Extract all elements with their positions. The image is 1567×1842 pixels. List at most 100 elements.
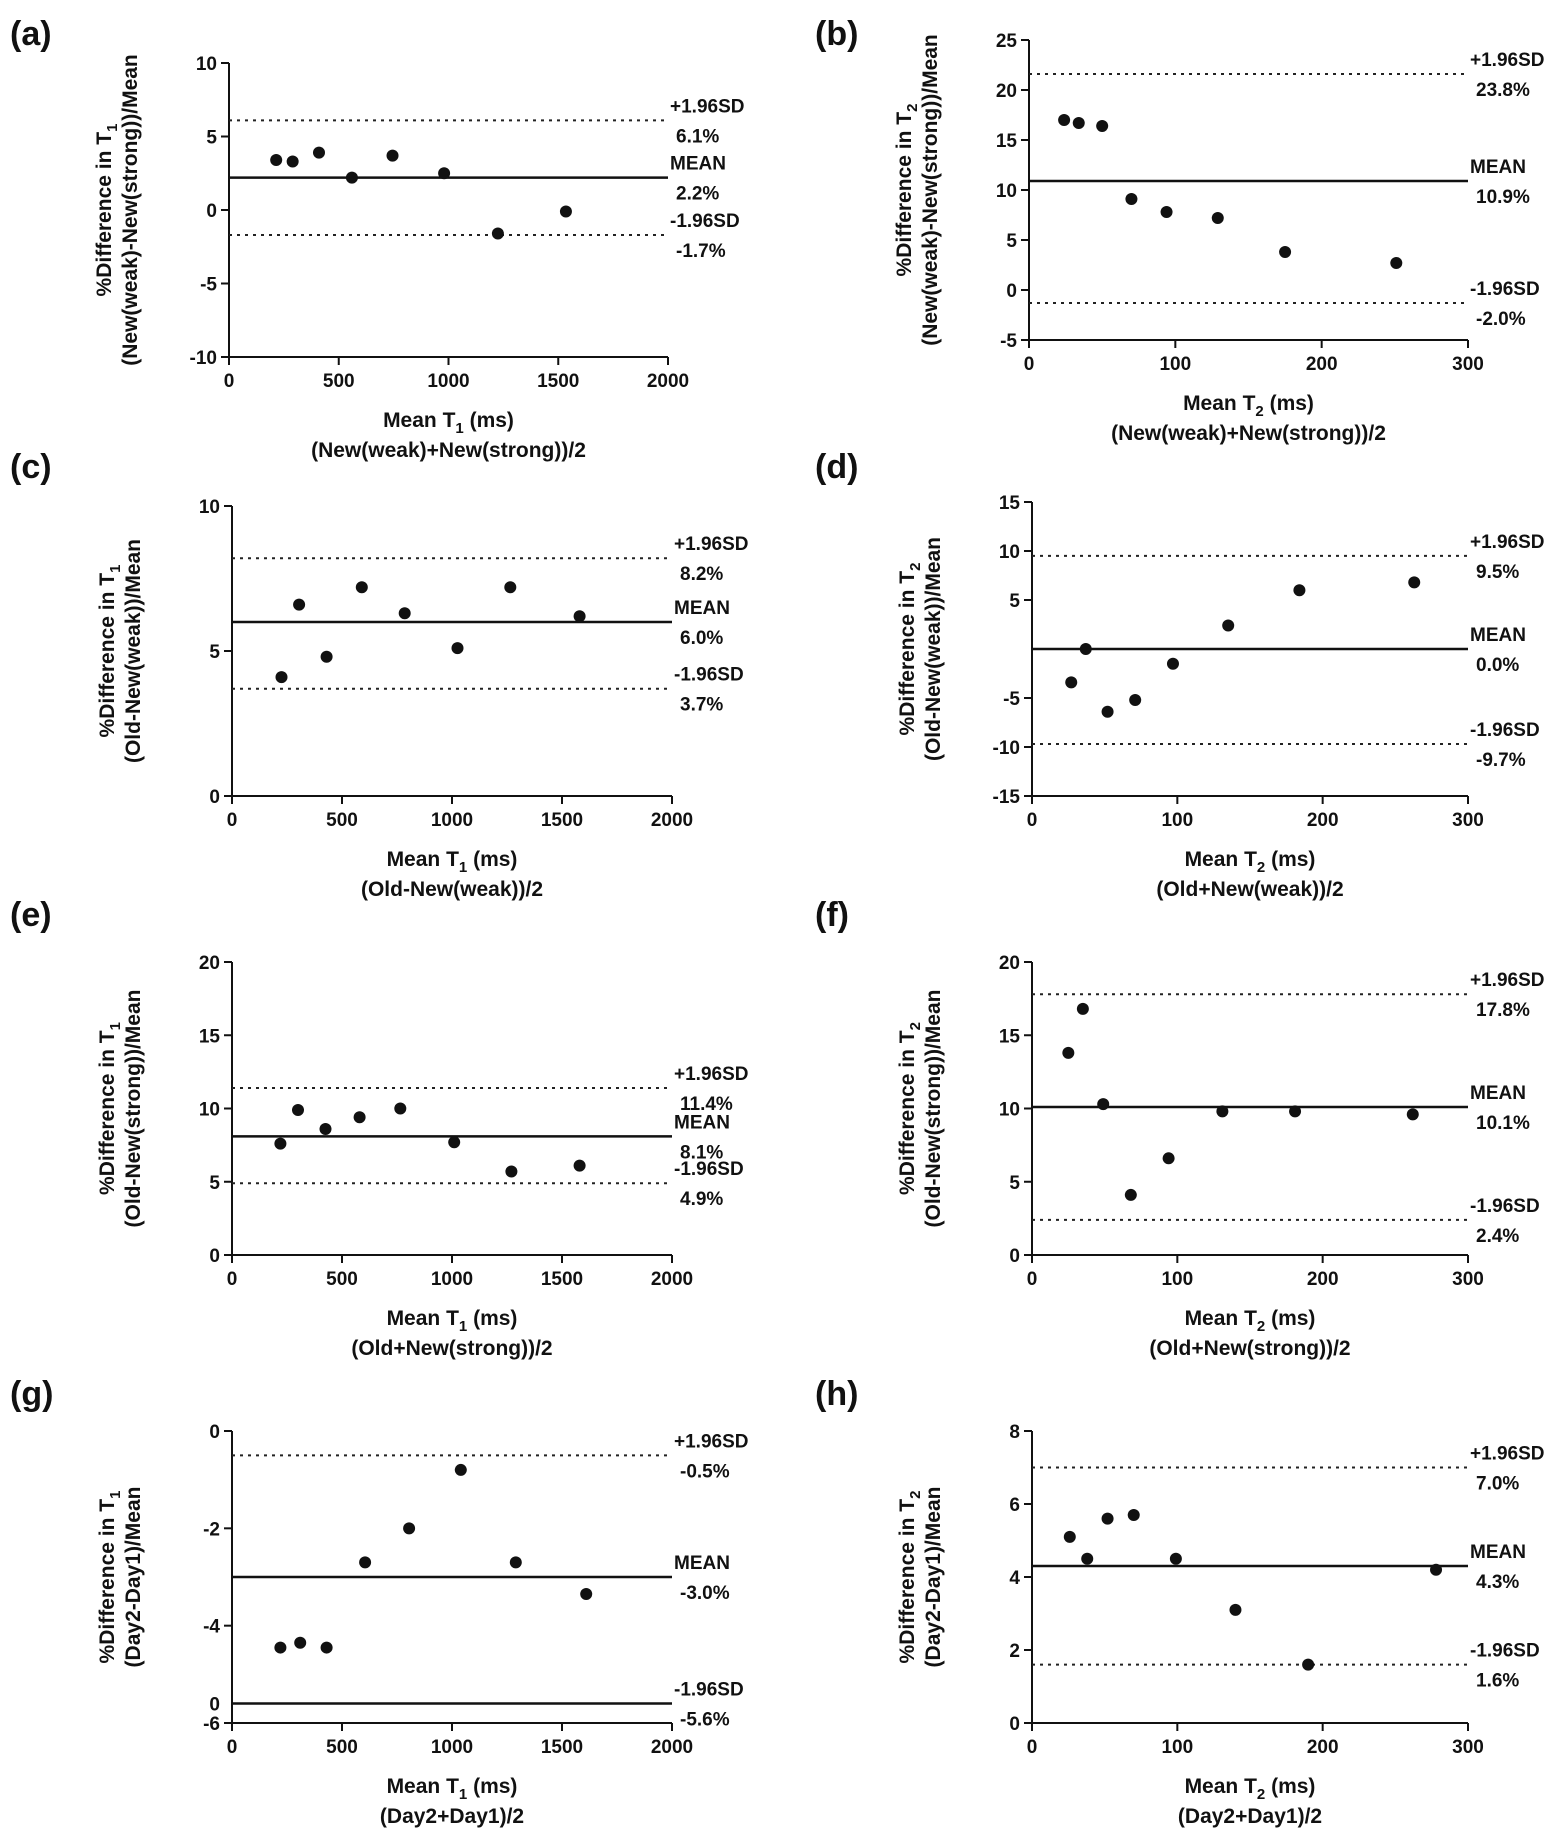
y-axis-subtitle: (Day2-Day1)/Mean (122, 1487, 145, 1668)
y-axis-title: %Difference in T1 (96, 1491, 124, 1664)
y-tick-label: 15 (999, 493, 1021, 514)
data-point (1430, 1563, 1443, 1576)
data-point (274, 1137, 287, 1150)
data-point (345, 171, 358, 184)
x-tick-label: 500 (326, 810, 358, 831)
y-axis-title: %Difference in T2 (896, 1022, 924, 1195)
data-point (274, 1641, 287, 1654)
lower-value: 3.7% (680, 695, 723, 716)
y-tick-label: 25 (996, 31, 1018, 52)
data-point (454, 1463, 467, 1476)
data-point (1081, 1552, 1094, 1565)
y-tick-label: -5 (200, 275, 217, 296)
x-tick-label: 1000 (431, 1737, 473, 1758)
y-tick-label: 8 (1009, 1422, 1020, 1443)
data-point (573, 610, 586, 623)
data-point (1390, 257, 1403, 269)
x-tick-label: 2000 (647, 371, 689, 392)
x-tick-label: 1500 (541, 810, 583, 831)
x-axis-title: Mean T1 (ms) (387, 848, 518, 876)
y-tick-label: 0 (209, 1422, 220, 1443)
mean-label: MEAN (1470, 1542, 1526, 1563)
y-tick-label: 0 (1009, 1714, 1020, 1735)
y-axis-title: %Difference in T1 (96, 1022, 124, 1195)
mean-label: MEAN (670, 154, 726, 175)
x-axis-title: Mean T1 (ms) (383, 409, 514, 437)
y-tick-label: -10 (190, 348, 217, 369)
data-point (294, 1636, 307, 1649)
upper-value: 23.8% (1476, 80, 1530, 101)
mean-label: MEAN (674, 1553, 730, 1574)
mean-value: 0.0% (1476, 655, 1519, 676)
x-axis-title: Mean T2 (ms) (1185, 1307, 1316, 1335)
data-point (403, 1522, 416, 1535)
y-axis-subtitle: (New(weak)-New(strong))/Mean (919, 34, 942, 346)
mean-value: 4.3% (1476, 1572, 1519, 1593)
y-tick-label: 10 (999, 1100, 1020, 1121)
data-point (394, 1102, 407, 1115)
y-tick-label: 15 (199, 1026, 221, 1047)
y-axis-subtitle: (Old-New(strong))/Mean (922, 990, 945, 1228)
data-point (359, 1556, 372, 1569)
x-tick-label: 200 (1307, 1269, 1339, 1290)
x-axis-subtitle: (New(weak)+New(strong))/2 (311, 439, 586, 462)
y-axis-subtitle: (Day2-Day1)/Mean (922, 1487, 945, 1668)
lower-label: -1.96SD (674, 1159, 744, 1180)
lower-label: -1.96SD (670, 211, 740, 232)
y-tick-label: 10 (196, 54, 217, 75)
y-tick-label: 5 (209, 1173, 220, 1194)
upper-label: +1.96SD (1470, 1444, 1544, 1465)
panel-label: (c) (10, 448, 52, 486)
y-tick-label: 0 (209, 1246, 220, 1267)
x-tick-label: 500 (326, 1269, 358, 1290)
data-point (559, 205, 572, 218)
data-point (504, 581, 517, 594)
y-tick-label: 15 (996, 131, 1018, 152)
lower-label: -1.96SD (1470, 279, 1540, 300)
panel-label: (a) (10, 15, 52, 53)
y-axis-title: %Difference in T2 (893, 104, 921, 277)
y-axis-title: %Difference in T2 (896, 563, 924, 736)
lower-value: 1.6% (1476, 1671, 1519, 1692)
x-tick-label: 1000 (431, 1269, 473, 1290)
x-tick-label: 1500 (541, 1269, 583, 1290)
y-tick-label: 20 (199, 953, 220, 974)
upper-value: 17.8% (1476, 1000, 1530, 1021)
y-tick-label: 2 (1009, 1641, 1020, 1662)
y-tick-label: 10 (199, 1100, 220, 1121)
mean-label: MEAN (674, 1112, 730, 1133)
data-point (505, 1165, 518, 1178)
data-point (1169, 1552, 1182, 1565)
mean-value: 2.2% (676, 184, 719, 205)
x-axis-subtitle: (Old+New(weak))/2 (1156, 878, 1343, 901)
x-tick-label: 1000 (431, 810, 473, 831)
panel-label: (h) (815, 1375, 858, 1413)
y-tick-label: 10 (199, 497, 220, 518)
y-tick-label: 20 (999, 953, 1020, 974)
mean-value: 10.9% (1476, 187, 1530, 208)
x-tick-label: 0 (224, 371, 235, 392)
data-point (286, 155, 299, 168)
y-axis-title: %Difference in T1 (93, 124, 121, 297)
x-axis-title: Mean T1 (ms) (387, 1307, 518, 1335)
lower-value: 4.9% (680, 1189, 723, 1210)
y-tick-label: 5 (1009, 1173, 1020, 1194)
lower-label: -1.96SD (1470, 1641, 1540, 1662)
x-axis-subtitle: (Old-New(weak))/2 (361, 878, 543, 901)
data-point (320, 650, 333, 663)
chart-panel-g: (g)-6-4-2000 500 1000 1500 2000+1.96SD-0.5%M… (10, 1375, 748, 1828)
x-tick-label: 0 (1027, 1269, 1038, 1290)
data-point (1101, 705, 1114, 718)
data-point (1065, 676, 1078, 689)
y-tick-label: 5 (206, 128, 217, 149)
data-point (573, 1159, 586, 1172)
data-point (292, 1103, 304, 1116)
data-point (386, 149, 399, 162)
lower-label: -1.96SD (674, 665, 744, 686)
x-axis-title: Mean T2 (ms) (1183, 392, 1314, 420)
x-axis-subtitle: (Old+New(strong))/2 (1149, 1337, 1350, 1360)
data-point (1162, 1152, 1175, 1165)
chart-panel-h: (h) 0 2 4 6 8 0 100 200 300 +1.96SD 7.0% MEAN 4.3% -1.… (815, 1375, 1544, 1828)
x-tick-label: 0 (1024, 354, 1035, 375)
y-tick-label: -5 (1003, 689, 1020, 710)
